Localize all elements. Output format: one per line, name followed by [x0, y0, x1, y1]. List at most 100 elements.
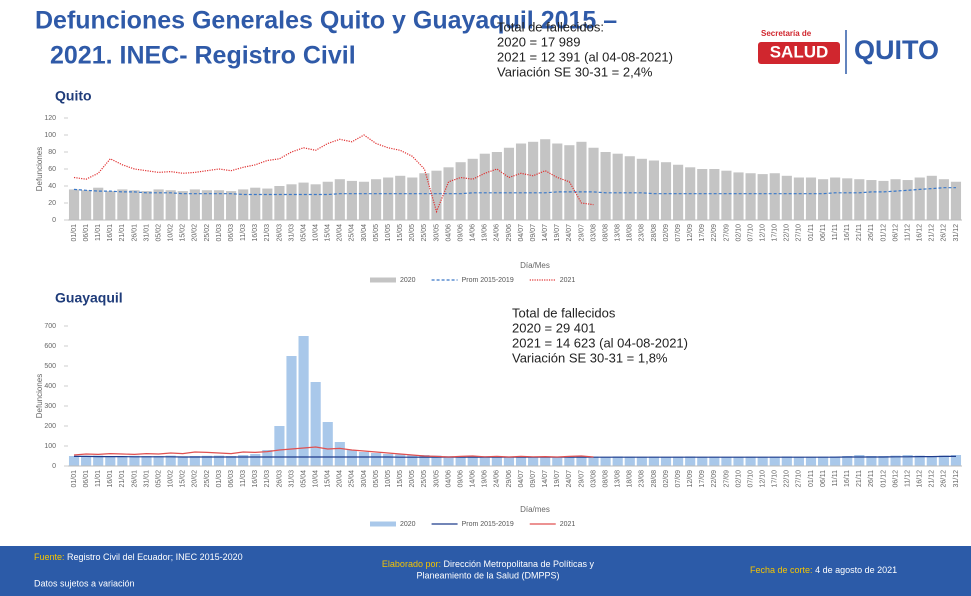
x-tick-label: 26/12 [941, 224, 948, 242]
y-tick-label: 120 [44, 115, 56, 122]
bar [189, 189, 200, 220]
x-tick-label: 06/01 [83, 470, 90, 488]
bar [576, 141, 587, 220]
bar [733, 172, 744, 220]
bar [503, 456, 515, 466]
bar [830, 177, 841, 220]
x-tick-label: 16/01 [107, 470, 114, 488]
title: 2021. INEC- Registro Civil [50, 42, 356, 70]
x-tick-label: 24/06 [494, 224, 501, 242]
x-tick-label: 26/01 [131, 470, 138, 488]
x-tick-label: 11/01 [95, 224, 102, 241]
bar [673, 164, 684, 220]
x-tick-label: 02/09 [663, 224, 670, 242]
x-tick-label: 20/04 [337, 224, 344, 242]
bar [238, 455, 249, 466]
x-tick-label: 25/05 [421, 224, 428, 242]
x-tick-label: 16/11 [844, 470, 851, 487]
y-tick-label: 200 [44, 423, 56, 430]
bar [552, 143, 563, 220]
x-tick-label: 12/10 [760, 470, 767, 488]
x-tick-label: 31/01 [143, 470, 150, 488]
bar [793, 177, 804, 220]
x-tick-label: 21/01 [119, 224, 126, 242]
x-tick-label: 12/09 [687, 470, 694, 488]
x-tick-label: 09/06 [457, 224, 464, 242]
x-tick-label: 10/05 [385, 224, 392, 242]
bar [189, 456, 200, 466]
bar [226, 191, 237, 220]
x-tick-label: 06/01 [83, 224, 90, 242]
bar [250, 454, 261, 466]
bar [322, 422, 333, 466]
x-tick-label: 02/10 [735, 224, 742, 242]
x-axis-label: Día/mes [520, 505, 550, 514]
bar [93, 455, 104, 466]
x-tick-label: 22/10 [784, 470, 791, 488]
bar [322, 181, 333, 220]
x-tick-label: 13/08 [615, 470, 622, 488]
bar [842, 178, 853, 220]
bar [781, 175, 792, 220]
footer-text: Elaborado por: Dirección Metropolitana d… [382, 559, 595, 569]
footer-label: Elaborado por: [382, 559, 441, 569]
x-tick-label: 17/10 [772, 224, 779, 242]
x-tick-label: 30/05 [433, 224, 440, 242]
bar [213, 455, 225, 466]
bar [805, 456, 817, 466]
x-tick-label: 25/02 [204, 224, 211, 242]
y-tick-label: 700 [44, 323, 56, 330]
x-tick-label: 09/06 [457, 470, 464, 488]
x-tick-label: 06/12 [892, 224, 899, 242]
bar [479, 153, 490, 220]
bar [455, 162, 466, 220]
info-line: 2020 = 17 989 [497, 34, 581, 49]
x-tick-label: 01/03 [216, 470, 223, 488]
bar [503, 147, 515, 220]
footer-value: 4 de agosto de 2021 [815, 565, 897, 575]
x-tick-label: 27/09 [723, 470, 730, 488]
bar [660, 456, 672, 466]
bar [697, 169, 708, 220]
info-line: Variación SE 30-31 = 2,4% [497, 64, 653, 79]
bar [129, 190, 140, 220]
bar [805, 177, 817, 220]
bar [817, 456, 829, 466]
bar [552, 456, 563, 466]
info-line: Total de fallecidos: [497, 19, 604, 34]
x-tick-label: 14/07 [542, 470, 549, 488]
x-tick-label: 15/04 [325, 470, 332, 488]
x-tick-label: 26/11 [868, 224, 875, 241]
bar [443, 167, 454, 220]
logo-text: SALUD [770, 42, 829, 61]
x-tick-label: 29/07 [578, 470, 585, 488]
x-tick-label: 11/11 [832, 224, 839, 241]
bar [745, 173, 756, 220]
x-tick-label: 21/11 [856, 224, 863, 241]
bar [950, 455, 962, 466]
bar [177, 191, 188, 220]
legend-label: Prom 2015-2019 [462, 277, 514, 284]
x-tick-label: 04/07 [518, 224, 525, 242]
x-tick-label: 11/03 [240, 470, 247, 487]
bar [830, 456, 841, 466]
bar [636, 456, 647, 466]
bar [612, 153, 623, 220]
info-line: 2021 = 14 623 (al 04-08-2021) [512, 335, 688, 350]
bar [419, 455, 430, 466]
bar [914, 177, 925, 220]
bar [479, 456, 490, 466]
bar [431, 455, 442, 466]
y-tick-label: 80 [48, 149, 56, 156]
x-tick-label: 03/08 [590, 470, 597, 488]
bar [709, 456, 720, 466]
x-tick-label: 29/06 [506, 224, 513, 242]
x-tick-label: 13/08 [615, 224, 622, 242]
footer-bar [0, 546, 971, 596]
title: Defunciones Generales Quito y Guayaquil … [35, 7, 617, 35]
bar [938, 179, 949, 220]
x-tick-label: 20/04 [337, 470, 344, 488]
bar [141, 191, 152, 220]
x-tick-label: 31/01 [143, 224, 150, 242]
